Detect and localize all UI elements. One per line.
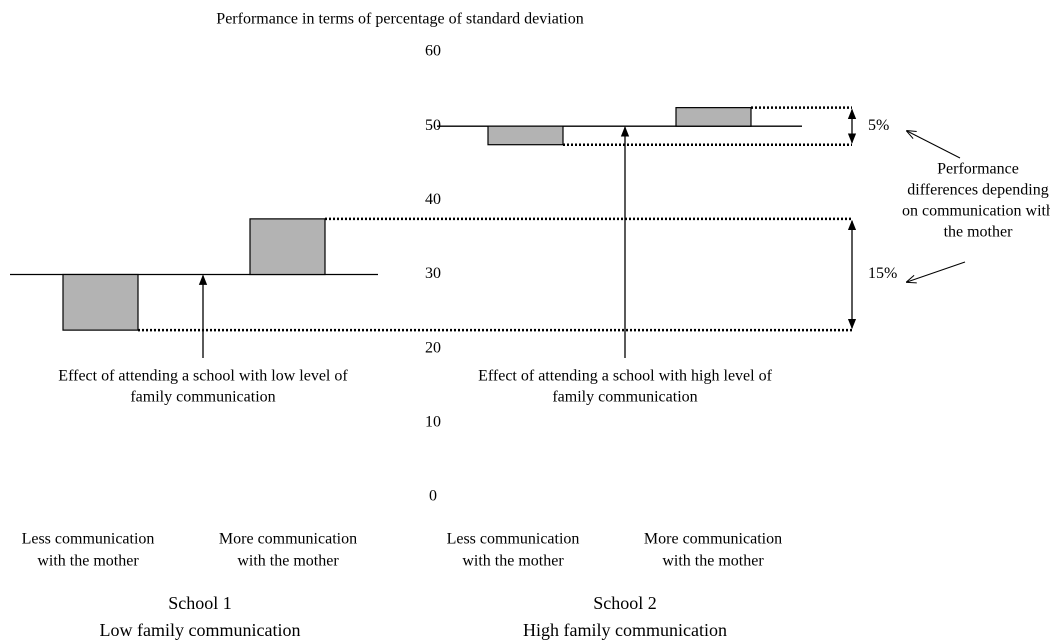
annotation: family communication bbox=[552, 389, 697, 406]
bar bbox=[62, 273, 139, 331]
x-tick-label: with the mother bbox=[237, 553, 339, 570]
x-tick-label: with the mother bbox=[462, 553, 564, 570]
callout-text: differences depending bbox=[907, 182, 1048, 199]
bar bbox=[249, 218, 326, 276]
callout-text: the mother bbox=[944, 224, 1014, 241]
y-tick-label: 60 bbox=[425, 43, 441, 60]
x-tick-label: with the mother bbox=[37, 553, 139, 570]
annotation: family communication bbox=[130, 389, 275, 406]
difference-label: 5% bbox=[868, 117, 889, 134]
difference-label: 15% bbox=[868, 265, 897, 282]
bar bbox=[675, 107, 752, 127]
callout-text: on communication with bbox=[902, 203, 1050, 220]
y-tick-label: 30 bbox=[425, 265, 441, 282]
group-subtitle: High family communication bbox=[523, 620, 727, 640]
callout-arrow bbox=[907, 261, 966, 282]
y-tick-label: 40 bbox=[425, 191, 441, 208]
x-tick-label: with the mother bbox=[662, 553, 764, 570]
callout-text: Performance bbox=[937, 161, 1019, 178]
annotation: Effect of attending a school with low le… bbox=[58, 368, 348, 385]
x-tick-label: Less communication bbox=[22, 531, 155, 548]
x-tick-label: More communication bbox=[219, 531, 357, 548]
bar bbox=[487, 125, 564, 146]
x-tick-label: More communication bbox=[644, 531, 782, 548]
annotation: Effect of attending a school with high l… bbox=[478, 368, 773, 385]
callout-arrow bbox=[907, 131, 961, 159]
y-tick-label: 0 bbox=[429, 488, 437, 505]
group-name: School 2 bbox=[593, 593, 657, 613]
x-tick-label: Less communication bbox=[447, 531, 580, 548]
group-subtitle: Low family communication bbox=[100, 620, 301, 640]
y-tick-label: 10 bbox=[425, 414, 441, 431]
y-tick-label: 20 bbox=[425, 339, 441, 356]
group-name: School 1 bbox=[168, 593, 232, 613]
y-tick-label: 50 bbox=[425, 117, 441, 134]
chart-title: Performance in terms of percentage of st… bbox=[216, 11, 583, 28]
